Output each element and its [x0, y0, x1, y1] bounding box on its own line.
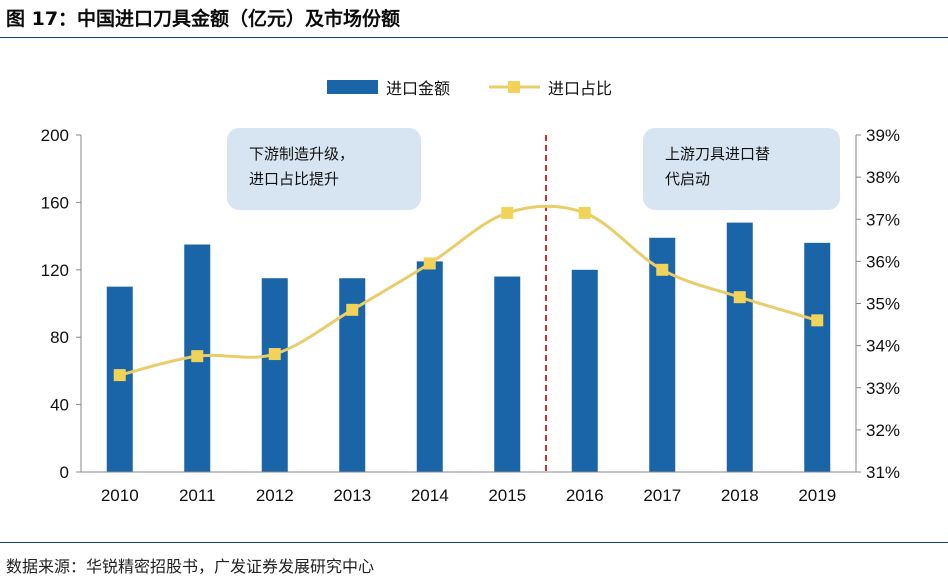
bar	[416, 261, 443, 472]
y-left-tick-label: 120	[41, 261, 69, 280]
legend-line-label: 进口占比	[548, 80, 612, 98]
legend-line-marker	[508, 81, 520, 93]
x-tick-label: 2015	[488, 486, 526, 505]
y-left-tick-label: 40	[50, 396, 69, 415]
share-line	[119, 204, 818, 377]
share-marker	[811, 314, 824, 327]
share-marker	[191, 350, 204, 363]
annotation-text: 代启动	[665, 171, 710, 188]
y-right-tick-label: 33%	[866, 379, 900, 398]
share-marker	[423, 257, 436, 270]
share-marker	[501, 206, 514, 219]
source-rule	[0, 542, 948, 543]
annotation-text: 上游刀具进口替	[665, 146, 770, 163]
y-right-tick-label: 35%	[866, 295, 900, 314]
x-tick-label: 2010	[101, 486, 139, 505]
bar	[261, 278, 288, 472]
y-left-tick-label: 200	[41, 126, 69, 145]
bar	[494, 276, 521, 472]
bar	[804, 242, 831, 472]
title-rule	[0, 37, 948, 38]
source-note: 数据来源：华锐精密招股书，广发证券发展研究中心	[6, 557, 375, 576]
x-tick-label: 2016	[566, 486, 604, 505]
y-right-tick-label: 32%	[866, 421, 900, 440]
share-marker	[346, 303, 359, 316]
annotation-text: 下游制造升级，	[249, 146, 354, 163]
y-right-tick-label: 38%	[866, 168, 900, 187]
share-marker	[113, 369, 126, 382]
y-left-tick-label: 160	[41, 193, 69, 212]
legend-bar-label: 进口金额	[386, 80, 450, 98]
y-right-tick-label: 37%	[866, 210, 900, 229]
x-tick-label: 2017	[643, 486, 681, 505]
y-left-tick-label: 80	[50, 328, 69, 347]
y-right-tick-label: 34%	[866, 337, 900, 356]
x-tick-label: 2013	[333, 486, 371, 505]
x-tick-label: 2012	[256, 486, 294, 505]
bar	[649, 237, 676, 472]
x-tick-label: 2018	[721, 486, 759, 505]
x-tick-label: 2014	[411, 486, 449, 505]
legend-bar-swatch	[327, 80, 378, 94]
x-tick-label: 2019	[798, 486, 836, 505]
share-marker	[656, 263, 669, 276]
annotation-text: 进口占比提升	[249, 171, 339, 188]
share-marker	[578, 206, 591, 219]
y-right-tick-label: 36%	[866, 252, 900, 271]
annotation-box	[643, 128, 840, 210]
y-left-tick-label: 0	[60, 463, 69, 482]
x-tick-label: 2011	[179, 486, 216, 505]
annotation-box	[227, 128, 421, 210]
share-marker	[733, 291, 746, 304]
y-right-tick-label: 39%	[866, 126, 900, 145]
share-marker	[268, 348, 281, 361]
bar	[571, 269, 598, 472]
y-right-tick-label: 31%	[866, 463, 900, 482]
bar	[726, 222, 753, 472]
figure-title: 图 17：中国进口刀具金额（亿元）及市场份额	[6, 8, 401, 30]
